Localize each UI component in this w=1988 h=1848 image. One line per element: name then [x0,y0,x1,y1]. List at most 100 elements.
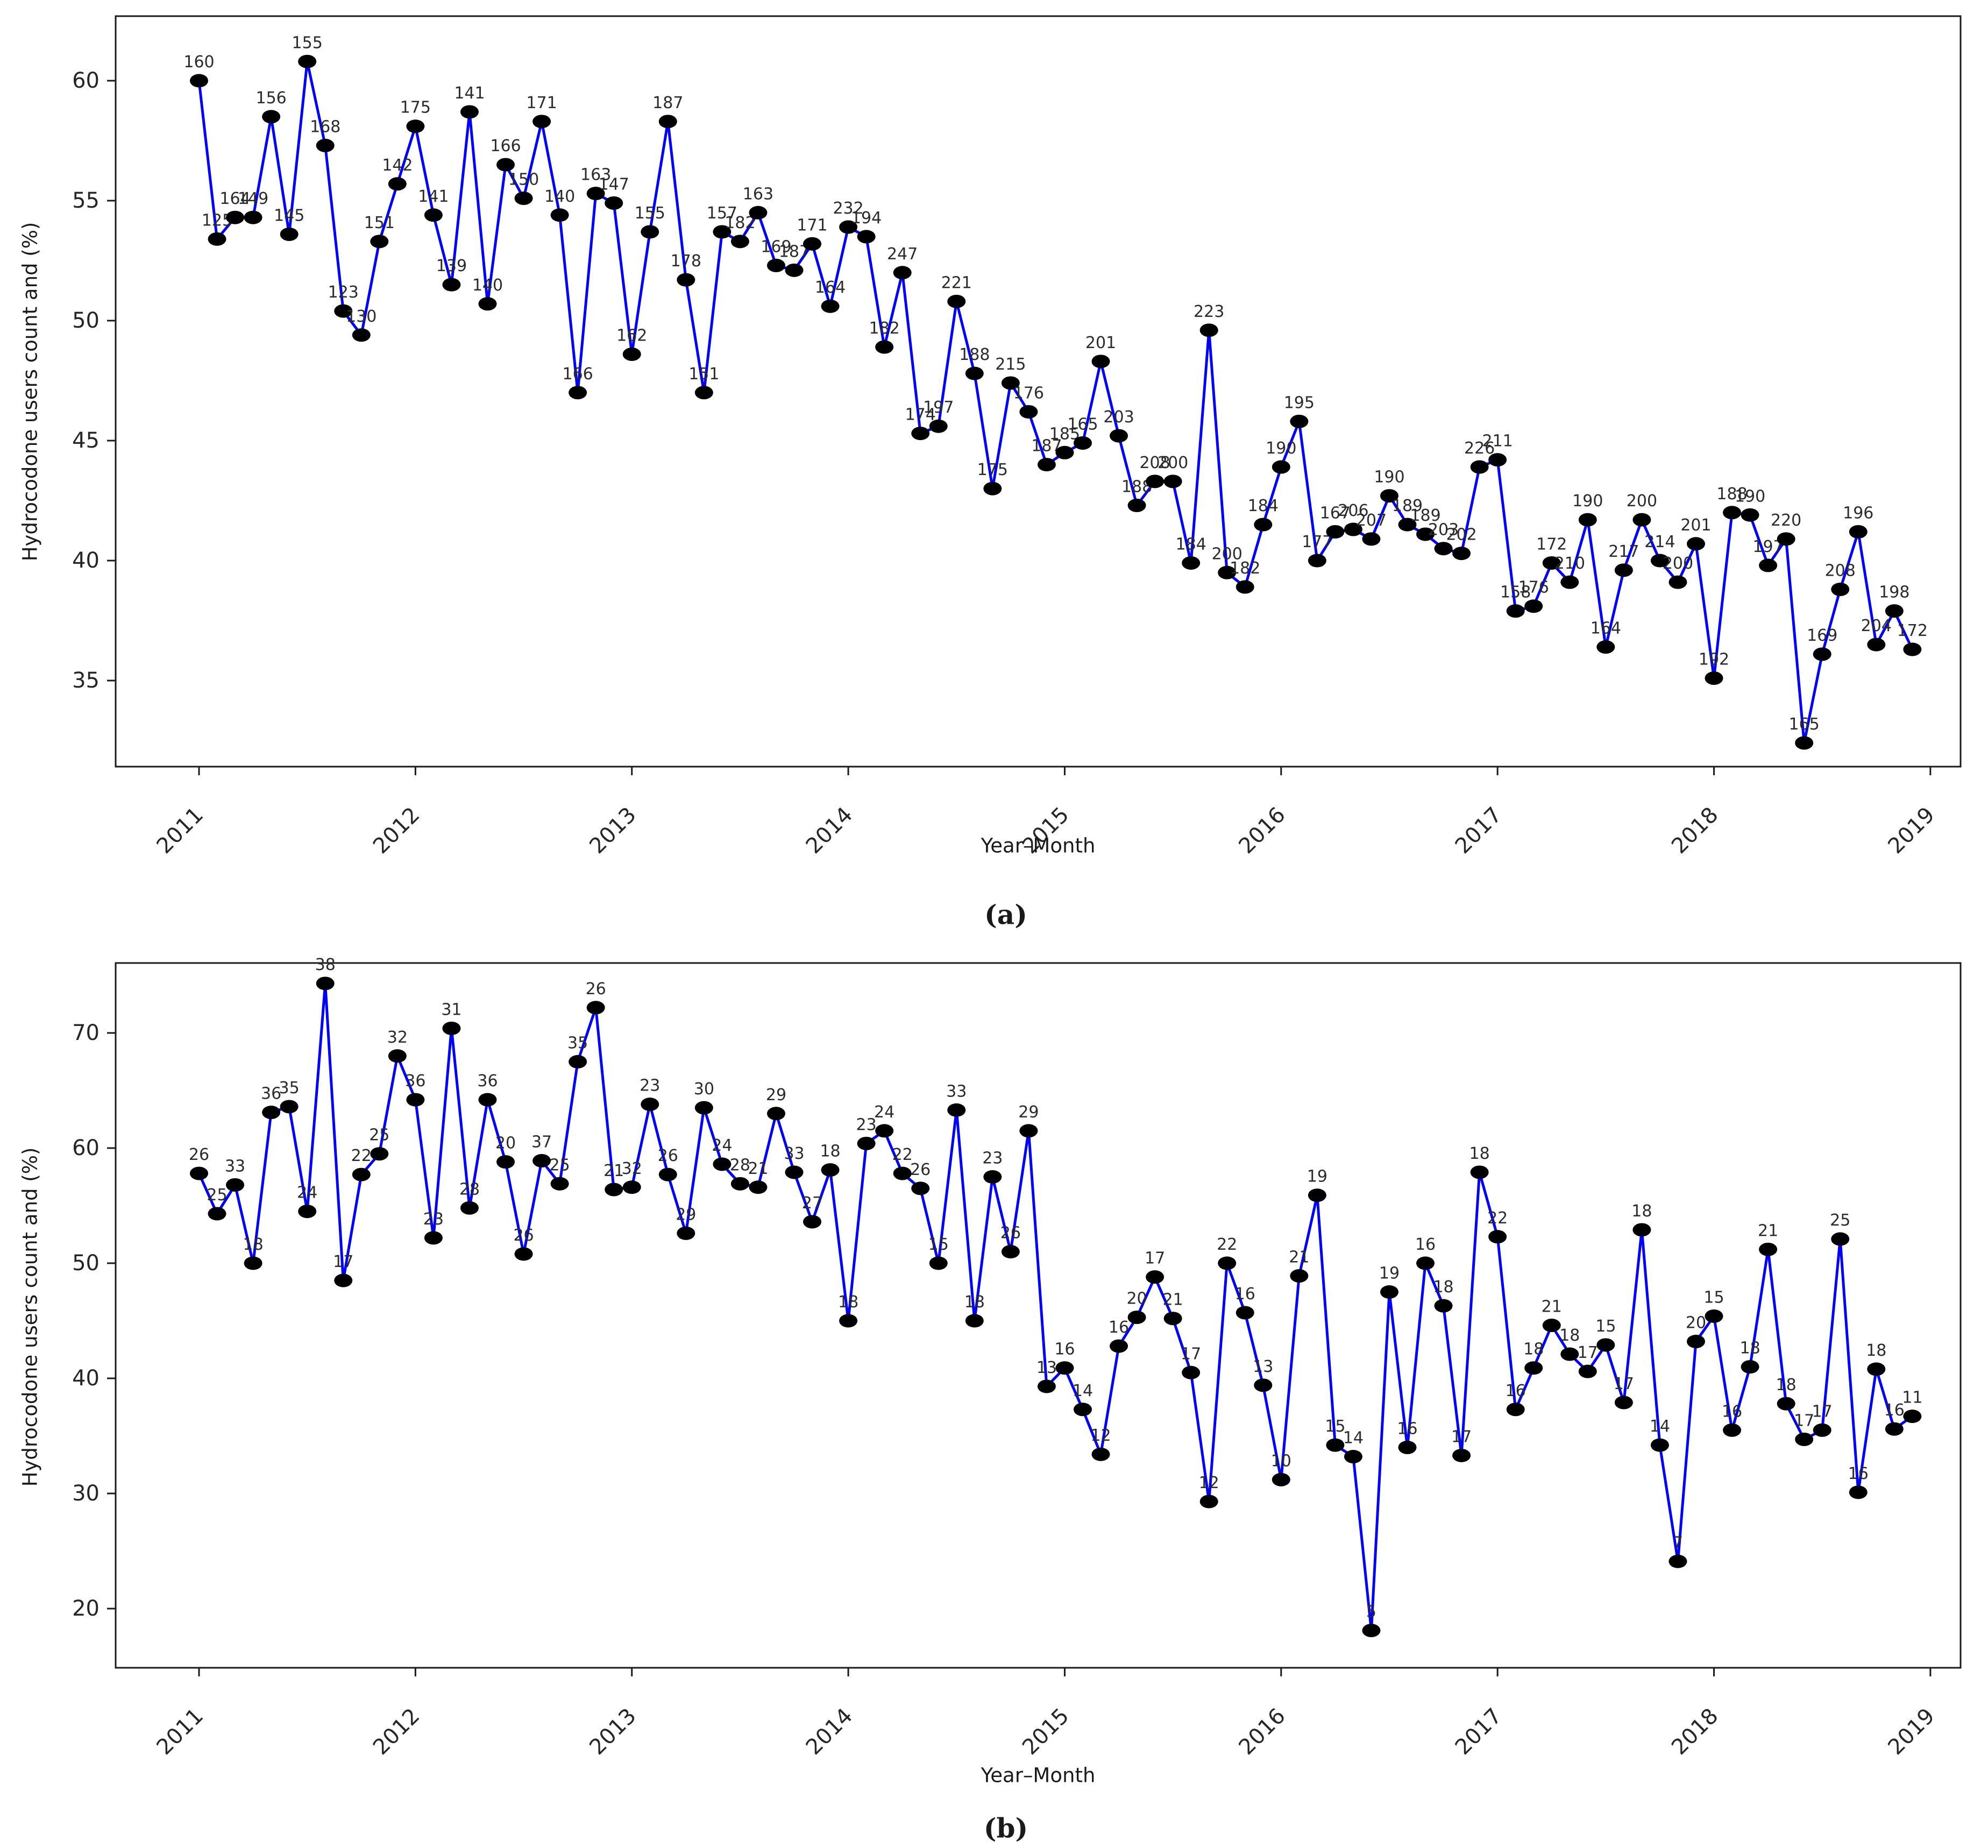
data-point [1055,1361,1074,1375]
data-point [1560,575,1579,589]
data-point-label: 12 [1199,1474,1219,1492]
data-point-label: 21 [1163,1291,1183,1309]
data-point-label: 15 [1703,1288,1724,1307]
data-point [208,232,226,246]
data-point [1867,638,1886,652]
data-point-label: 200 [1158,454,1188,472]
data-point [334,1273,353,1287]
data-point [1488,453,1507,467]
data-point-label: 184 [1176,535,1206,554]
data-point-label: 195 [1284,393,1315,412]
data-point-label: 26 [1000,1224,1021,1243]
data-point [1326,1438,1345,1452]
data-point [262,1106,281,1120]
data-point [586,187,605,201]
data-point-label: 220 [1771,511,1801,530]
data-point-label: 175 [400,98,431,117]
data-point-label: 30 [694,1080,714,1099]
data-line [197,60,1914,745]
data-point-label: 189 [1392,497,1423,515]
x-tick-label: 2017 [1451,1704,1507,1760]
data-point [1344,1450,1362,1464]
data-point-label: 22 [1217,1235,1237,1254]
data-point [713,225,732,239]
data-point-label: 32 [387,1028,408,1047]
data-point [893,266,912,280]
x-tick-label: 2018 [1667,1704,1723,1760]
data-line [197,982,1913,1632]
data-point [1578,513,1597,527]
data-point-label: 207 [1356,511,1387,530]
data-point-label: 16 [1506,1382,1526,1400]
data-point [1668,575,1687,589]
data-point-label: 16 [1109,1318,1129,1337]
data-point [1110,429,1128,443]
x-axis-label-chart-b: Year–Month [981,1764,1096,1787]
data-point [947,294,966,308]
data-point [1596,1338,1615,1352]
data-point-label: 211 [1482,432,1513,451]
x-tick-label: 2015 [1018,1704,1074,1760]
data-point-label: 24 [297,1184,317,1202]
data-point-label: 18 [820,1142,840,1161]
data-point-label: 155 [292,33,323,52]
data-point-label: 23 [423,1210,444,1229]
data-point-label: 174 [905,406,936,424]
data-point-label: 187 [652,94,683,112]
data-point-label: 14 [1343,1429,1364,1448]
data-point [1037,1379,1056,1393]
data-point-label: 168 [310,117,340,136]
data-point-label: 24 [874,1103,894,1122]
data-point-label: 145 [274,206,304,225]
data-point [1272,460,1290,474]
data-point [658,1167,677,1181]
data-point [605,1183,623,1196]
data-point-label: 217 [1608,542,1639,561]
data-point [1524,1361,1543,1375]
data-point [803,1215,822,1229]
data-point [658,115,677,129]
data-point [1127,498,1146,512]
data-point [839,1314,858,1328]
y-tick-label: 60 [72,68,100,93]
data-point-label: 24 [712,1136,732,1155]
data-point [569,386,587,400]
data-point [929,1256,948,1270]
x-tick-label: 2014 [801,1704,858,1760]
data-point-label: 142 [382,156,413,175]
data-point-label: 19 [1379,1264,1400,1283]
data-point-label: 188 [959,345,990,364]
data-point-label: 5 [1366,1603,1376,1622]
data-point [496,158,515,172]
data-point-label: 190 [1374,468,1404,487]
data-point [298,1205,317,1219]
data-point-label: 198 [1879,583,1909,602]
data-point-label: 19 [1307,1167,1327,1186]
y-tick-label: 40 [72,548,100,573]
data-point-label: 171 [797,216,827,235]
data-point-label: 29 [676,1205,696,1224]
data-point-label: 14 [1650,1417,1670,1436]
data-point [622,1180,641,1194]
data-point-label: 15 [1595,1317,1616,1336]
data-point [442,278,461,292]
data-point-label: 22 [351,1146,372,1165]
data-point [677,273,695,287]
data-point [1723,506,1742,520]
data-point [911,1181,930,1195]
data-point-label: 210 [1554,554,1585,573]
y-tick-label: 55 [72,188,100,213]
data-point-label: 192 [1699,650,1729,669]
x-tick-label: 2017 [1451,803,1507,859]
data-point [605,196,623,210]
data-point [1236,580,1254,594]
data-point-label: 208 [1825,562,1856,580]
data-point-label: 200 [1663,554,1693,573]
data-point [1885,1422,1904,1436]
y-tick-label: 50 [72,1251,100,1276]
data-point [1362,532,1381,546]
data-point [1037,458,1056,472]
data-point [983,1170,1002,1184]
